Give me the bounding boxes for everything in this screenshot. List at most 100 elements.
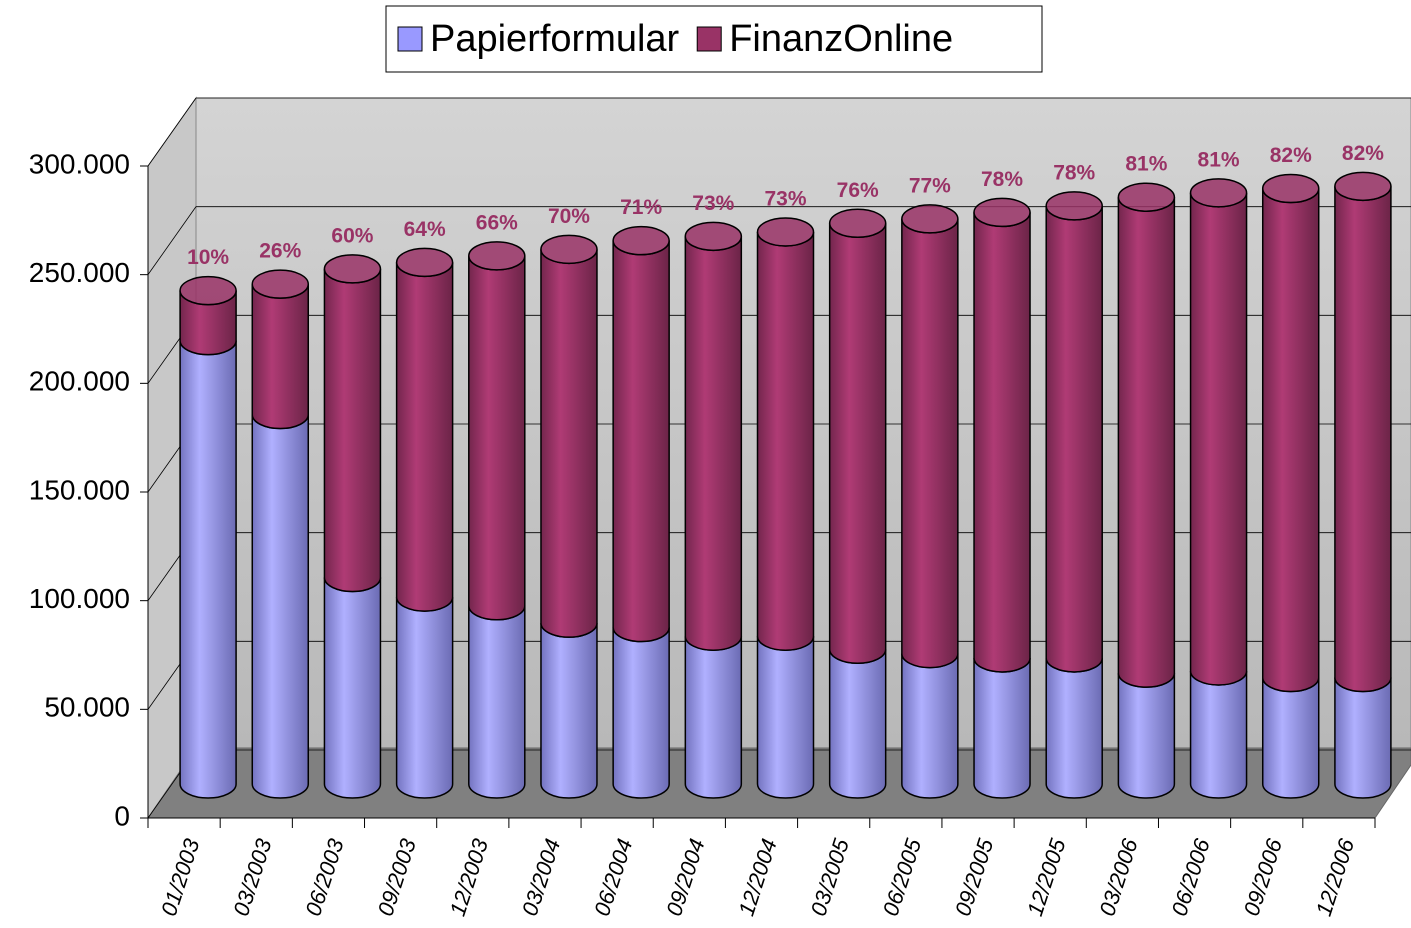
cylinder-cap [179, 275, 237, 306]
x-tick-label: 06/2004 [589, 836, 637, 919]
x-tick-label: 01/2003 [156, 835, 205, 919]
cylinder-cap [1045, 191, 1103, 221]
cylinder-cap [468, 241, 526, 271]
cylinder-cap [1189, 178, 1248, 208]
cylinder-cap [612, 225, 670, 256]
x-tick-label: 09/2004 [661, 836, 709, 919]
cylinder-segment [1117, 673, 1176, 799]
grid-line [147, 206, 197, 275]
y-tick-label: 100.000 [29, 583, 130, 614]
cylinder-segment [828, 223, 887, 665]
x-tick-label: 12/2006 [1311, 835, 1360, 919]
cylinder-segment [756, 231, 815, 651]
legend-label: FinanzOnline [729, 18, 953, 60]
cylinder-segment [612, 627, 670, 799]
share-label: 64% [404, 218, 446, 241]
y-tick-label: 150.000 [29, 474, 130, 505]
cylinder-segment [612, 240, 670, 643]
cylinder-segment [1261, 677, 1320, 799]
cylinder-segment [323, 268, 382, 593]
x-tick-label: 06/2006 [1166, 835, 1215, 919]
cylinder-segment [540, 623, 598, 799]
cylinder-segment [251, 414, 310, 799]
share-label: 73% [764, 188, 806, 211]
cylinder-segment [828, 649, 887, 799]
cylinder-segment [1334, 186, 1392, 693]
x-tick-label: 06/2003 [300, 835, 349, 919]
legend: Papierformular FinanzOnline [385, 5, 1043, 73]
share-label: 71% [620, 196, 662, 219]
cylinder-cap [973, 197, 1031, 228]
cylinder-segment [973, 657, 1031, 799]
cylinder-cap [323, 254, 382, 284]
cylinder-segment [684, 636, 743, 799]
share-label: 81% [1198, 148, 1240, 171]
x-tick-label: 03/2004 [517, 836, 565, 919]
y-tick-label: 50.000 [44, 692, 130, 723]
share-label: 78% [981, 168, 1023, 191]
cylinder-cap [1261, 173, 1320, 204]
cylinder-segment [1261, 188, 1320, 693]
cylinder-cap [540, 234, 598, 265]
x-tick-label: 03/2003 [228, 835, 277, 919]
cylinder-segment [179, 340, 237, 799]
share-label: 78% [1053, 161, 1095, 184]
share-label: 82% [1342, 142, 1384, 165]
legend-label: Papierformular [430, 18, 680, 60]
cylinder-segment [323, 577, 382, 799]
share-label: 10% [187, 246, 229, 269]
cylinder-segment [468, 605, 526, 799]
cylinder-segment [1334, 677, 1392, 799]
cylinder-segment [251, 284, 310, 430]
y-tick-label: 200.000 [29, 366, 130, 397]
cylinder-cap [901, 204, 959, 234]
cylinder-cap [251, 269, 310, 299]
x-tick-label: 12/2005 [1022, 835, 1071, 919]
cylinder-segment [684, 236, 743, 651]
cylinder-segment [395, 597, 454, 799]
share-label: 60% [331, 224, 373, 247]
cylinder-segment [540, 249, 598, 638]
grid-line [147, 97, 197, 167]
share-label: 70% [548, 205, 590, 228]
cylinder-segment [1117, 197, 1176, 688]
cylinder-cap [684, 221, 743, 252]
cylinder-segment [1045, 657, 1103, 799]
x-tick-label: 12/2004 [733, 836, 781, 919]
share-label: 26% [259, 240, 301, 263]
cylinder-cap [756, 217, 815, 247]
cylinder-segment [901, 653, 959, 799]
x-tick-label: 06/2005 [878, 835, 927, 919]
cylinder-segment [973, 212, 1031, 673]
x-tick-label: 03/2005 [806, 835, 855, 919]
y-tick-label: 250.000 [29, 257, 130, 288]
cylinder-segment [468, 255, 526, 621]
y-tick-label: 0 [114, 800, 130, 831]
x-tick-label: 03/2006 [1094, 835, 1143, 919]
cylinder-segment [1045, 205, 1103, 673]
x-tick-label: 09/2005 [950, 835, 999, 919]
cylinder-segment [901, 218, 959, 669]
cylinder-cap [395, 247, 454, 278]
share-label: 81% [1125, 153, 1167, 176]
cylinder-cap [1334, 171, 1392, 202]
cylinder-segment [1189, 670, 1248, 799]
share-label: 76% [837, 179, 879, 202]
share-label: 77% [909, 174, 951, 197]
cylinder-segment [1189, 192, 1248, 686]
share-label: 73% [692, 192, 734, 215]
x-tick-label: 09/2006 [1239, 835, 1288, 919]
cylinder-segment [756, 636, 815, 799]
x-tick-label: 12/2003 [445, 835, 494, 919]
legend-swatch [696, 26, 722, 52]
y-tick-label: 300.000 [29, 148, 130, 179]
x-tick-label: 09/2003 [373, 835, 422, 919]
cylinder-cap [828, 208, 887, 239]
share-label: 82% [1270, 144, 1312, 167]
cylinder-segment [395, 262, 454, 612]
cylinder-cap [1117, 182, 1176, 212]
share-label: 66% [476, 211, 518, 234]
legend-swatch [397, 26, 423, 52]
